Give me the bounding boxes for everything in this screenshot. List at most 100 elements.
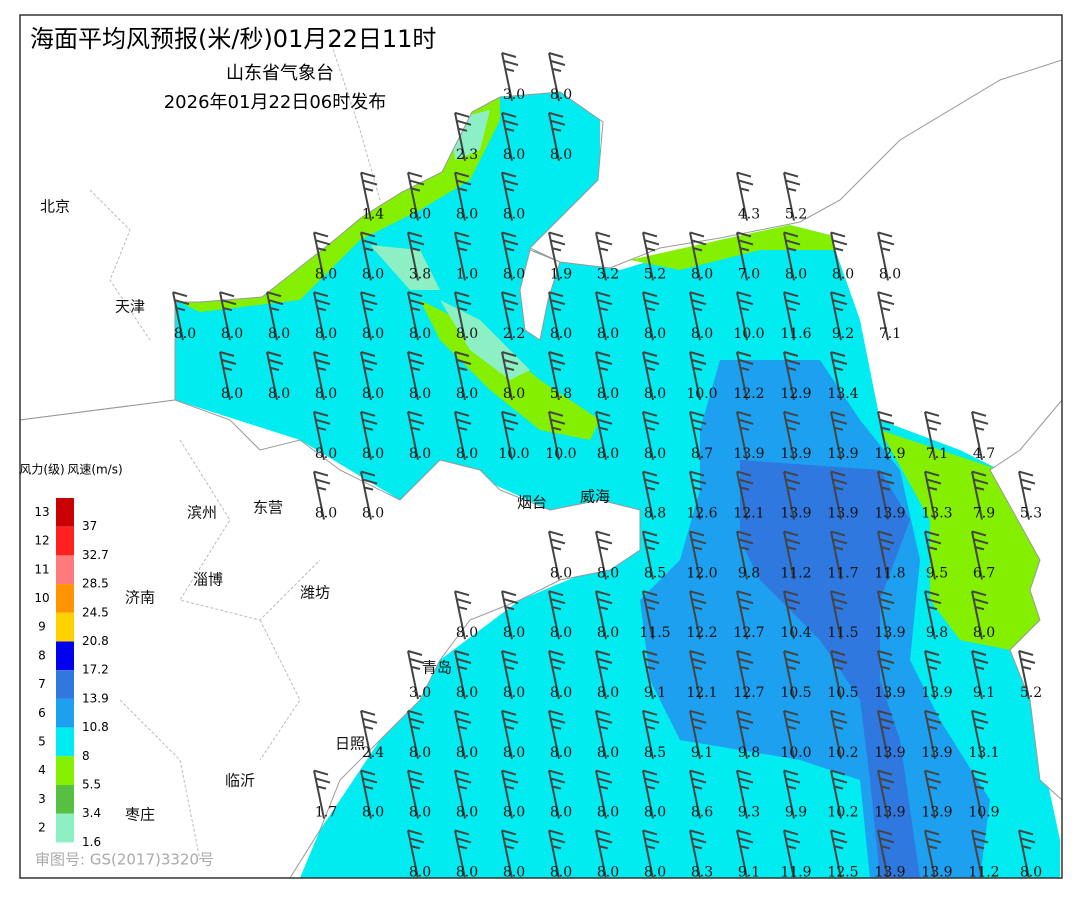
wind-speed: 3.8 — [409, 266, 431, 282]
wind-speed: 8.0 — [268, 326, 290, 342]
wind-barb — [924, 530, 942, 580]
wind-speed: 13.9 — [921, 864, 952, 880]
legend-level: 10 — [34, 591, 49, 605]
wind-barb — [830, 769, 848, 819]
wind-speed: 8.0 — [550, 685, 572, 701]
wind-barb — [548, 829, 566, 879]
wind-speed: 4.3 — [738, 207, 760, 223]
wind-speed: 8.0 — [644, 446, 666, 462]
legend-speed: 37 — [82, 519, 97, 533]
wind-barb — [407, 709, 425, 760]
wind-barb — [971, 410, 989, 461]
legend-speed: 3.4 — [82, 806, 101, 820]
wind-speed: 10.2 — [827, 805, 858, 821]
wind-barb — [454, 231, 472, 281]
wind-barb — [783, 530, 801, 580]
wind-speed: 8.0 — [644, 326, 666, 342]
wind-barb — [407, 650, 425, 700]
wind-barb — [877, 410, 895, 461]
wind-speed: 10.9 — [968, 805, 999, 821]
legend-speed: 20.8 — [82, 634, 109, 648]
wind-barb — [642, 410, 660, 461]
wind-speed: 8.3 — [691, 864, 713, 880]
wind-speed: 8.0 — [503, 864, 525, 880]
wind-speed: 8.0 — [550, 147, 572, 163]
wind-barb — [360, 769, 378, 819]
wind-barb — [595, 769, 613, 819]
wind-speed: 11.6 — [780, 326, 811, 342]
frame — [19, 14, 1063, 879]
legend-speed: 32.7 — [82, 548, 109, 562]
wind-barb — [548, 410, 566, 461]
wind-speed: 12.6 — [686, 506, 717, 522]
wind-barb — [736, 470, 754, 520]
wind-barb — [689, 410, 707, 461]
wind-barb — [736, 171, 754, 221]
wind-speed: 12.5 — [827, 864, 858, 880]
wind-barb — [689, 291, 707, 341]
legend-swatch — [56, 698, 74, 728]
wind-barb — [548, 231, 566, 281]
legend-swatch — [56, 526, 74, 556]
wind-barb — [924, 410, 942, 461]
wind-speed: 10.0 — [545, 446, 576, 462]
wind-speed: 8.0 — [456, 625, 478, 641]
wind-barb — [407, 829, 425, 879]
issue-time: 2026年01月22日06时发布 — [164, 92, 387, 113]
wind-speed: 11.8 — [874, 565, 905, 581]
wind-barb — [830, 650, 848, 700]
wind-barb — [313, 769, 331, 819]
wind-barb — [689, 769, 707, 819]
wind-speed: 2.4 — [362, 745, 384, 761]
wind-barb — [877, 709, 895, 760]
wind-speed: 8.0 — [550, 745, 572, 761]
wind-speed: 12.9 — [780, 386, 811, 402]
land-shandong — [19, 399, 641, 879]
wind-layer: 3.0 8.0 2.3 8.0 8.0 1.4 8.0 8.0 8.0 4.3 5.2 8.0 8.0 3… — [172, 52, 1042, 880]
wind-speed: 11.5 — [639, 625, 670, 641]
legend-swatch — [56, 813, 74, 843]
wind-speed: 8.0 — [221, 326, 243, 342]
legend-swatch — [56, 756, 74, 785]
wind-speed: 7.9 — [973, 506, 995, 522]
legend-level: 12 — [34, 534, 49, 548]
wind-speed: 6.7 — [973, 565, 995, 581]
legend-level-title: 风力(级) — [19, 463, 64, 477]
wind-speed: 8.0 — [644, 805, 666, 821]
wind-speed: 12.1 — [733, 506, 764, 522]
wind-speed: 8.0 — [644, 386, 666, 402]
wind-barb — [360, 171, 378, 221]
wind-barb — [454, 291, 472, 341]
wind-speed: 12.1 — [686, 685, 717, 701]
wind-barb — [548, 530, 566, 580]
wind-speed: 8.0 — [550, 864, 572, 880]
wind-barb — [454, 171, 472, 221]
wind-speed: 8.0 — [409, 864, 431, 880]
wind-speed: 8.0 — [597, 386, 619, 402]
wind-speed: 8.0 — [644, 864, 666, 880]
legend-level: 9 — [38, 620, 46, 634]
wind-barb — [407, 291, 425, 341]
wind-barb — [313, 231, 331, 281]
wind-speed: 13.9 — [874, 864, 905, 880]
wind-barb — [313, 291, 331, 341]
wind-speed: 13.9 — [874, 506, 905, 522]
wind-speed: 13.9 — [921, 805, 952, 821]
city-label: 烟台 — [517, 494, 547, 512]
wind-barb — [830, 351, 848, 401]
wind-barb — [689, 231, 707, 281]
wind-speed: 1.9 — [550, 266, 572, 282]
wind-barb — [736, 410, 754, 461]
wind-barb — [971, 590, 989, 640]
wind-speed: 8.8 — [644, 506, 666, 522]
wind-barb — [736, 829, 754, 879]
wind-barb — [736, 769, 754, 819]
sea-deep — [740, 460, 920, 878]
wind-barb — [642, 709, 660, 760]
wind-barb — [219, 351, 237, 401]
wind-barb — [783, 709, 801, 760]
wind-speed: 13.9 — [874, 625, 905, 641]
wind-speed: 10.5 — [827, 685, 858, 701]
wind-speed: 8.0 — [315, 326, 337, 342]
